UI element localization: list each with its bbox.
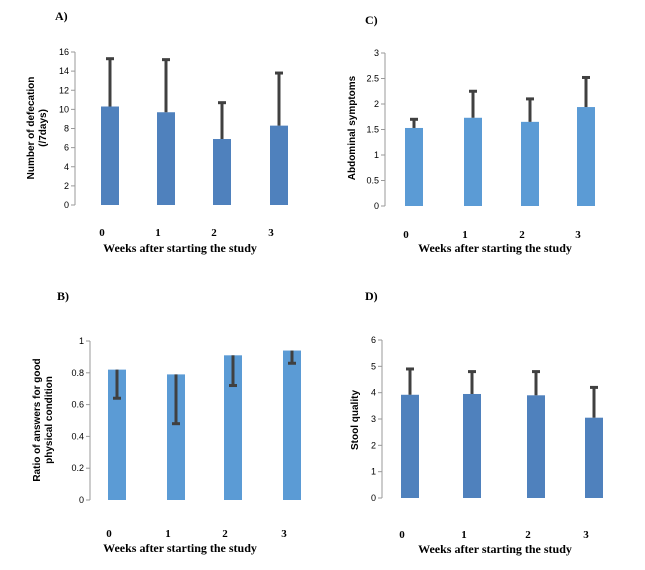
y-tick-label: 1.5 bbox=[366, 125, 379, 135]
panel-label: A) bbox=[55, 9, 68, 23]
y-tick-label: 5 bbox=[371, 361, 376, 371]
y-tick-label: 14 bbox=[59, 66, 69, 76]
y-tick-label: 0.5 bbox=[366, 176, 379, 186]
y-tick-label: 6 bbox=[371, 335, 376, 345]
bar bbox=[521, 121, 539, 206]
x-tick-label: 0 bbox=[399, 529, 405, 541]
bar bbox=[405, 127, 423, 206]
y-axis-title-line: Ratio of answers for good bbox=[32, 358, 43, 481]
y-tick-label: 0.6 bbox=[71, 400, 84, 410]
y-tick-label: 0 bbox=[64, 200, 69, 210]
x-axis-title: Weeks after starting the study bbox=[418, 542, 572, 556]
y-tick-label: 0 bbox=[79, 495, 84, 505]
x-tick-label: 1 bbox=[165, 528, 171, 540]
y-axis-title-line: Abdominal symptoms bbox=[347, 75, 358, 180]
y-tick-label: 1 bbox=[371, 467, 376, 477]
y-axis-title-line: Number of defecation bbox=[26, 77, 37, 180]
x-tick-label: 1 bbox=[461, 529, 467, 541]
y-tick-label: 12 bbox=[59, 85, 69, 95]
y-tick-label: 8 bbox=[64, 124, 69, 134]
bar bbox=[585, 417, 603, 498]
y-tick-label: 1 bbox=[374, 150, 379, 160]
x-tick-label: 1 bbox=[155, 227, 161, 239]
y-tick-label: 0 bbox=[374, 201, 379, 211]
y-axis-title: Number of defecation(/7days) bbox=[26, 77, 49, 180]
y-tick-label: 2 bbox=[371, 440, 376, 450]
bar bbox=[577, 107, 595, 206]
bar bbox=[527, 395, 545, 498]
x-tick-label: 0 bbox=[403, 229, 409, 241]
bar bbox=[157, 112, 175, 205]
bar bbox=[270, 125, 288, 205]
y-tick-label: 0.8 bbox=[71, 368, 84, 378]
y-axis-title-line: Stool quality bbox=[350, 390, 361, 450]
x-tick-label: 2 bbox=[222, 528, 228, 540]
y-tick-label: 3 bbox=[374, 48, 379, 58]
y-tick-label: 3 bbox=[371, 414, 376, 424]
panel-label: B) bbox=[57, 289, 69, 303]
x-tick-label: 0 bbox=[99, 227, 105, 239]
bar bbox=[464, 117, 482, 206]
y-tick-label: 2 bbox=[64, 181, 69, 191]
y-tick-label: 4 bbox=[64, 162, 69, 172]
bar bbox=[213, 139, 231, 205]
bar bbox=[224, 355, 242, 500]
x-tick-label: 0 bbox=[106, 528, 112, 540]
y-tick-label: 1 bbox=[79, 336, 84, 346]
y-axis-title-line: (/7days) bbox=[38, 109, 49, 147]
y-tick-label: 6 bbox=[64, 143, 69, 153]
x-axis-title: Weeks after starting the study bbox=[418, 241, 572, 255]
x-tick-label: 3 bbox=[583, 529, 589, 541]
x-tick-label: 2 bbox=[519, 229, 525, 241]
y-tick-label: 2.5 bbox=[366, 74, 379, 84]
panel-label: D) bbox=[365, 289, 378, 303]
y-tick-label: 4 bbox=[371, 388, 376, 398]
y-tick-label: 0.4 bbox=[71, 431, 84, 441]
y-tick-label: 2 bbox=[374, 99, 379, 109]
x-tick-label: 2 bbox=[211, 227, 217, 239]
bar bbox=[167, 374, 185, 500]
x-tick-label: 3 bbox=[268, 227, 274, 239]
y-tick-label: 0.2 bbox=[71, 463, 84, 473]
y-axis-title-line: physical condition bbox=[44, 376, 55, 464]
bar bbox=[401, 394, 419, 498]
bar bbox=[108, 369, 126, 500]
y-tick-label: 10 bbox=[59, 104, 69, 114]
x-tick-label: 1 bbox=[462, 229, 468, 241]
bar bbox=[283, 350, 301, 500]
x-axis-title: Weeks after starting the study bbox=[103, 541, 257, 555]
bar bbox=[101, 106, 119, 205]
y-tick-label: 16 bbox=[59, 47, 69, 57]
y-tick-label: 0 bbox=[371, 493, 376, 503]
y-axis-title: Abdominal symptoms bbox=[347, 75, 358, 180]
y-axis-title: Stool quality bbox=[350, 390, 361, 450]
x-axis-title: Weeks after starting the study bbox=[103, 241, 257, 255]
x-tick-label: 3 bbox=[575, 229, 581, 241]
x-tick-label: 2 bbox=[525, 529, 531, 541]
y-axis-title: Ratio of answers for goodphysical condit… bbox=[32, 358, 55, 481]
bar bbox=[463, 393, 481, 498]
panel-label: C) bbox=[365, 13, 378, 27]
x-tick-label: 3 bbox=[281, 528, 287, 540]
